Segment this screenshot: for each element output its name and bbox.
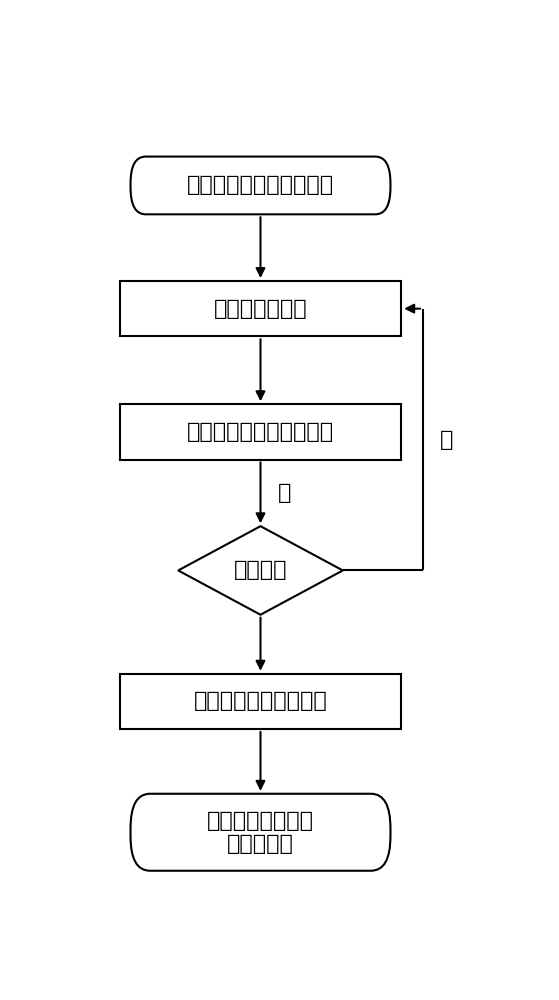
Text: 检测合格: 检测合格 xyxy=(234,560,287,580)
Text: 否: 否 xyxy=(440,430,453,450)
Text: 压模成型阴极板三
维流场结构: 压模成型阴极板三 维流场结构 xyxy=(207,811,314,854)
FancyBboxPatch shape xyxy=(130,157,390,214)
FancyBboxPatch shape xyxy=(130,794,390,871)
Text: 预制齿滚轮设计: 预制齿滚轮设计 xyxy=(214,299,307,319)
Text: 是: 是 xyxy=(278,483,291,503)
Text: 分度铣削预制齿滚轮成型: 分度铣削预制齿滚轮成型 xyxy=(187,422,334,442)
Polygon shape xyxy=(178,526,343,615)
Bar xyxy=(120,674,401,729)
Bar xyxy=(120,404,401,460)
Bar xyxy=(120,281,401,336)
Text: 金属板三维流场结构设计: 金属板三维流场结构设计 xyxy=(187,175,334,195)
Text: 压电实时监测滚压孔隙: 压电实时监测滚压孔隙 xyxy=(193,691,328,711)
